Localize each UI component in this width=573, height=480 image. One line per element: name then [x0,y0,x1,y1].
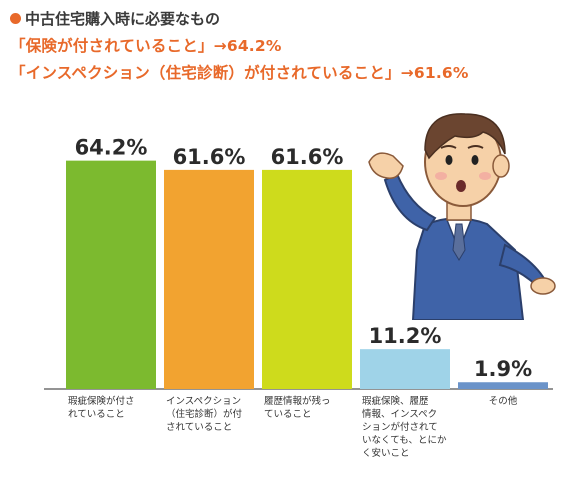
data-label-3: 61.6% [271,145,344,169]
bar-2 [164,169,254,389]
chart-header: 中古住宅購入時に必要なもの 「保険が付されていること」→64.2% 「インスペク… [10,8,565,83]
category-label-5: その他 [488,396,518,407]
businessman-illustration [368,113,556,320]
bar-5 [458,382,548,389]
data-label-1: 64.2% [75,136,148,160]
subtitle-insurance-value: 64.2% [226,37,282,55]
chart-title: 中古住宅購入時に必要なもの [10,8,565,29]
bar-3 [262,169,352,389]
category-label-2: インスペクション （住宅診断）が付 されていること [166,396,243,433]
bar-1 [66,160,156,389]
data-label-2: 61.6% [173,145,246,169]
subtitle-inspection-text: 「インスペクション（住宅診断）が付されていること」→ [10,64,414,82]
subtitle-inspection: 「インスペクション（住宅診断）が付されていること」→61.6% [10,61,565,83]
data-label-5: 1.9% [474,357,532,381]
subtitle-insurance: 「保険が付されていること」→64.2% [10,34,565,56]
category-label-1: 瑕疵保険が付さ れていること [68,396,135,420]
category-label-4: 瑕疵保険、履歴 情報、インスペク ションが付されて いなくても、とにか く安いこ… [362,396,447,459]
category-label-3: 履歴情報が残っ ていること [264,396,331,420]
bar-4 [360,349,450,389]
bullet-dot-icon [10,13,21,24]
data-label-4: 11.2% [369,324,442,348]
title-text: 中古住宅購入時に必要なもの [25,10,221,28]
subtitle-inspection-value: 61.6% [413,64,469,82]
subtitle-insurance-text: 「保険が付されていること」→ [10,37,227,55]
